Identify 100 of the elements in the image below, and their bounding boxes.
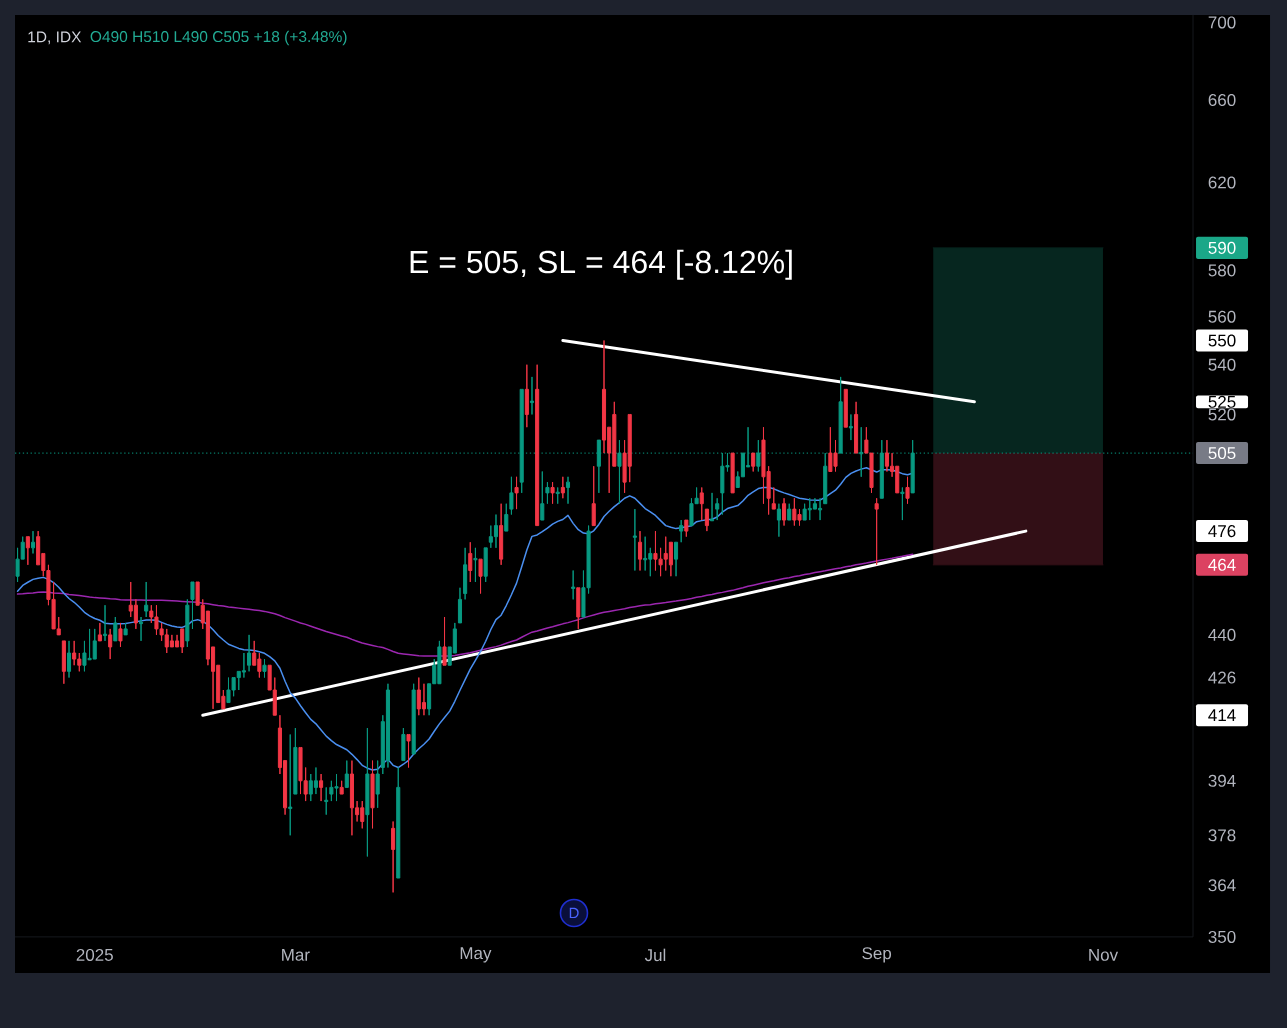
candlestick xyxy=(247,634,252,672)
candlestick xyxy=(560,476,565,499)
candlestick xyxy=(473,547,478,583)
y-tick-label: 620 xyxy=(1208,176,1236,189)
candlestick xyxy=(900,486,905,521)
candlestick xyxy=(540,471,545,521)
candlestick xyxy=(710,492,715,522)
candlestick xyxy=(771,486,776,510)
candlestick xyxy=(138,616,144,642)
y-tick-label: 560 xyxy=(1208,310,1236,323)
candlestick xyxy=(704,508,709,532)
candlestick xyxy=(108,628,113,660)
candlestick xyxy=(699,486,704,521)
candlestick xyxy=(370,760,375,829)
y-tick-label: 476 xyxy=(1208,525,1236,538)
candlestick xyxy=(637,530,643,571)
candlestick xyxy=(319,773,324,802)
candlestick xyxy=(25,536,30,566)
candlestick xyxy=(514,476,519,510)
candlestick xyxy=(679,519,684,543)
candlestick xyxy=(879,439,884,499)
candlestick xyxy=(565,476,571,505)
candlestick xyxy=(504,503,509,532)
candlestick xyxy=(684,519,689,538)
y-tick-label: 440 xyxy=(1208,628,1236,641)
x-tick-label: Jul xyxy=(644,948,666,962)
candlestick xyxy=(782,497,787,527)
candlestick xyxy=(262,658,267,679)
candlestick xyxy=(787,503,792,521)
candlestick xyxy=(571,570,576,600)
candlestick xyxy=(478,558,483,595)
candlestick xyxy=(673,541,679,577)
candlestick xyxy=(545,481,550,505)
candlestick xyxy=(406,734,411,769)
candlestick xyxy=(905,476,910,505)
candlestick xyxy=(493,514,499,549)
candlestick xyxy=(756,439,761,472)
candlestick xyxy=(113,616,118,642)
candlestick xyxy=(463,547,468,600)
candlestick xyxy=(401,727,406,762)
x-tick-label: Nov xyxy=(1089,948,1119,961)
y-tick-label: 378 xyxy=(1208,829,1236,842)
candlestick xyxy=(30,530,36,554)
y-tick-label: 660 xyxy=(1208,93,1236,107)
ref-line-label: 505 xyxy=(1208,447,1236,460)
candlestick xyxy=(396,767,401,879)
y-tick-label: 525 xyxy=(1208,395,1236,408)
candlestick xyxy=(97,622,102,642)
candlestick xyxy=(499,503,504,566)
y-tick-label: 520 xyxy=(1208,408,1236,421)
y-tick-label: 590 xyxy=(1208,241,1236,254)
candlestick xyxy=(509,476,514,516)
candlestick xyxy=(874,497,879,566)
candlestick xyxy=(668,541,673,577)
x-tick-label: Sep xyxy=(862,947,892,963)
candlestick xyxy=(529,376,535,415)
annotation: E = 505, SL = 464 [-8.12%] xyxy=(410,249,792,280)
candlestick xyxy=(468,541,473,583)
text: O490 H510 L490 C505 +18 (+3.48%) xyxy=(90,30,347,46)
candlestick xyxy=(185,598,190,648)
candlestick xyxy=(854,401,859,454)
candlestick xyxy=(483,547,488,583)
text: 1D, IDX xyxy=(28,31,82,45)
candlestick xyxy=(339,780,344,795)
candlestick xyxy=(730,452,735,494)
annotation: D xyxy=(569,907,579,919)
candlestick xyxy=(123,622,128,636)
y-tick-label: 350 xyxy=(1208,930,1236,943)
candlestick xyxy=(535,364,540,527)
candlestick xyxy=(344,760,349,788)
y-tick-label: 550 xyxy=(1208,334,1236,347)
candlestick xyxy=(288,734,293,836)
candlestick xyxy=(576,587,581,630)
y-tick-label: 364 xyxy=(1208,879,1236,892)
candlestick xyxy=(555,486,560,505)
candlestick xyxy=(442,616,447,666)
candlestick xyxy=(293,727,298,795)
candlestick xyxy=(365,727,370,857)
candlestick xyxy=(144,581,149,618)
candlestick xyxy=(457,587,463,624)
x-tick-label: 2025 xyxy=(76,948,113,961)
x-tick-label: Mar xyxy=(282,948,310,961)
candlestick xyxy=(591,465,596,527)
y-tick-label: 700 xyxy=(1208,16,1236,29)
candlestick xyxy=(632,508,637,571)
y-tick-label: 426 xyxy=(1208,671,1236,684)
candlestick xyxy=(751,452,756,472)
y-tick-label: 464 xyxy=(1208,558,1236,571)
candlestick xyxy=(324,786,329,816)
candlestick xyxy=(838,376,843,454)
candlestick xyxy=(391,820,396,893)
candlestick xyxy=(550,481,555,505)
y-tick-label: 580 xyxy=(1208,264,1236,277)
candlestick xyxy=(715,497,720,521)
candlestick xyxy=(118,622,123,648)
candlestick xyxy=(190,581,195,630)
candlestick xyxy=(375,760,380,809)
candlestick xyxy=(848,413,853,441)
y-tick-label: 414 xyxy=(1208,709,1236,722)
candlestick xyxy=(524,364,529,428)
